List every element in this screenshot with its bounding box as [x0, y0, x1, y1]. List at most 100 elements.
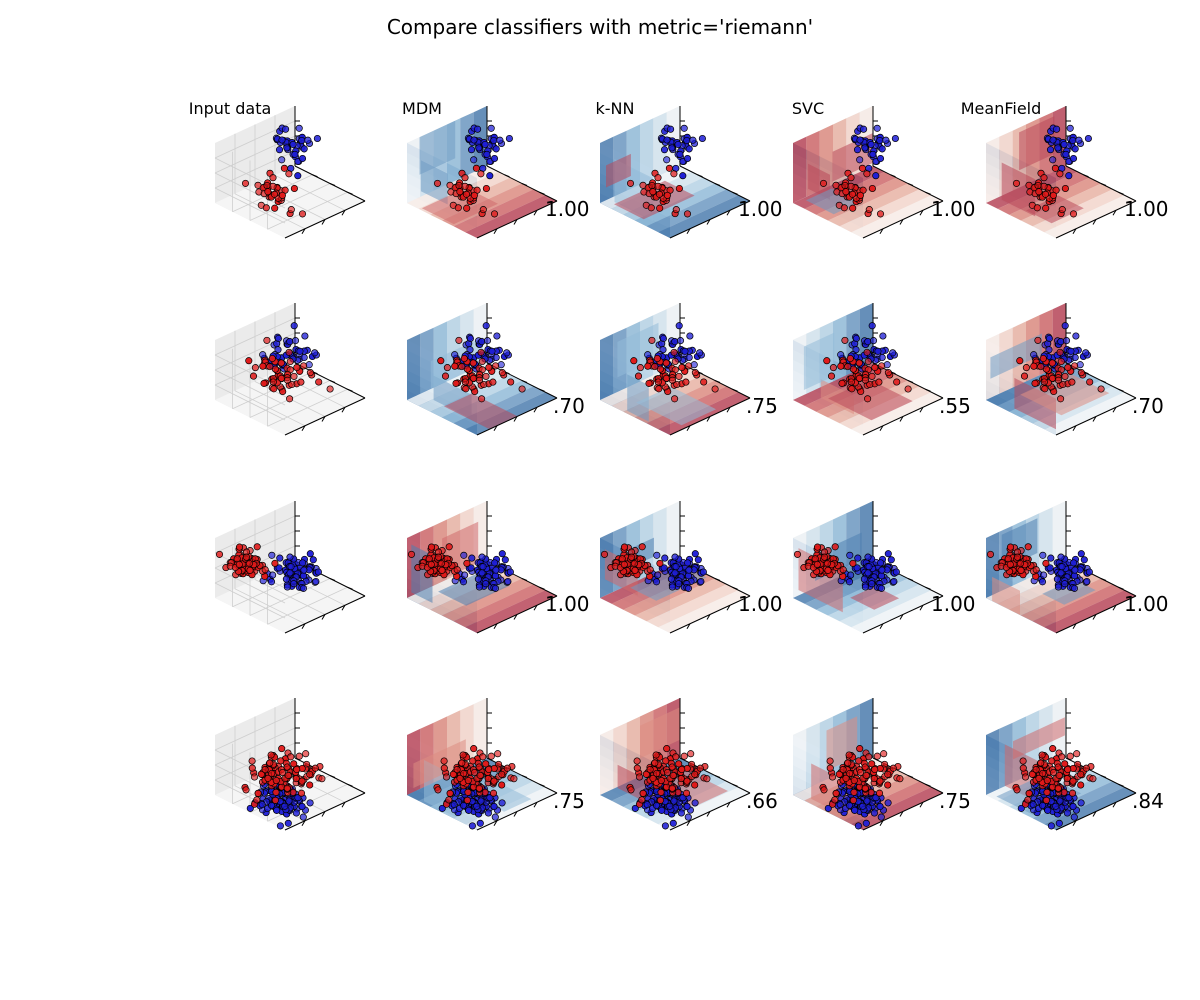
- red-class-point: [884, 369, 892, 377]
- red-class-point: [861, 763, 869, 771]
- blue-class-point: [276, 554, 284, 562]
- red-class-point: [868, 184, 876, 193]
- blue-class-point: [269, 571, 277, 579]
- blue-class-point: [1045, 334, 1053, 343]
- red-class-point: [269, 182, 277, 190]
- red-class-point: [1054, 763, 1062, 771]
- blue-class-point: [287, 563, 295, 571]
- red-class-point: [875, 789, 884, 797]
- red-class-point: [856, 191, 864, 199]
- red-class-point: [648, 181, 656, 190]
- blue-class-point: [1085, 568, 1093, 576]
- red-class-point: [856, 768, 865, 777]
- red-class-point: [287, 206, 295, 214]
- blue-class-point: [299, 559, 307, 567]
- red-class-point: [268, 354, 276, 363]
- blue-class-point: [1052, 802, 1060, 810]
- blue-class-point: [296, 347, 304, 355]
- red-class-point: [1034, 336, 1042, 344]
- red-class-point: [311, 764, 319, 772]
- blue-class-point: [299, 584, 308, 592]
- red-class-point: [1058, 753, 1066, 761]
- blue-class-point: [286, 569, 294, 577]
- red-class-point: [696, 764, 704, 772]
- blue-class-point: [300, 353, 308, 362]
- red-class-point: [663, 768, 672, 777]
- red-class-point: [469, 359, 477, 367]
- red-class-point: [1016, 559, 1024, 568]
- red-class-point: [459, 751, 467, 759]
- blue-class-point: [884, 799, 892, 807]
- red-class-point: [456, 774, 464, 782]
- blue-class-point: [450, 800, 458, 809]
- red-class-point: [1042, 796, 1050, 804]
- red-class-point: [1071, 362, 1079, 370]
- blue-class-point: [466, 334, 474, 343]
- red-class-point: [482, 184, 490, 193]
- red-class-point: [271, 559, 279, 567]
- red-class-point: [463, 204, 471, 212]
- blue-class-point: [282, 125, 290, 133]
- red-class-point: [464, 788, 472, 796]
- red-class-point: [300, 362, 308, 370]
- blue-class-point: [286, 338, 294, 346]
- red-class-point: [1061, 760, 1069, 768]
- blue-class-point: [1080, 556, 1088, 564]
- blue-class-point: [300, 145, 308, 153]
- blue-class-point: [882, 136, 890, 144]
- red-class-point: [1077, 781, 1085, 789]
- red-class-point: [683, 210, 692, 218]
- red-class-point: [678, 765, 686, 774]
- red-class-point: [871, 363, 879, 372]
- blue-class-point: [268, 802, 276, 810]
- red-class-point: [865, 206, 873, 214]
- accuracy-score: .84: [1132, 789, 1164, 813]
- red-class-point: [482, 372, 490, 380]
- red-class-point: [649, 188, 657, 196]
- red-class-point: [264, 774, 272, 782]
- red-class-point: [648, 336, 656, 344]
- red-class-point: [433, 179, 442, 187]
- red-class-point: [1058, 206, 1066, 214]
- red-class-point: [1024, 543, 1032, 551]
- red-class-point: [675, 372, 683, 380]
- blue-class-point: [685, 353, 693, 362]
- blue-class-point: [1067, 347, 1075, 355]
- red-class-point: [847, 378, 855, 386]
- red-class-point: [1037, 363, 1045, 371]
- red-class-point: [826, 764, 834, 772]
- red-class-point: [691, 369, 699, 377]
- red-class-point: [284, 771, 292, 779]
- red-class-point: [627, 786, 635, 794]
- column-title-3: SVC: [791, 99, 825, 118]
- red-class-point: [477, 170, 485, 178]
- red-class-point: [269, 174, 277, 182]
- red-class-point: [855, 757, 863, 765]
- red-class-point: [503, 764, 511, 772]
- blue-class-point: [867, 140, 875, 149]
- red-class-point: [856, 745, 864, 753]
- red-class-point: [864, 357, 872, 366]
- blue-class-point: [283, 583, 291, 591]
- red-class-point: [645, 379, 653, 387]
- blue-class-point: [863, 797, 871, 805]
- red-class-point: [670, 170, 678, 178]
- red-class-point: [630, 357, 638, 365]
- red-class-point: [262, 204, 270, 212]
- red-class-point: [1041, 385, 1049, 393]
- red-class-point: [831, 796, 839, 804]
- blue-class-point: [1046, 564, 1054, 572]
- red-class-point: [434, 786, 442, 794]
- red-class-point: [461, 378, 469, 386]
- red-class-point: [1063, 775, 1071, 783]
- red-class-point: [1061, 372, 1069, 380]
- red-class-point: [865, 753, 873, 761]
- red-class-point: [498, 369, 506, 377]
- red-class-point: [1024, 796, 1032, 804]
- red-class-point: [642, 770, 650, 778]
- red-class-point: [656, 204, 664, 212]
- blue-class-point: [491, 559, 499, 567]
- red-class-point: [646, 566, 654, 574]
- blue-class-point: [891, 134, 899, 143]
- blue-class-point: [461, 571, 469, 579]
